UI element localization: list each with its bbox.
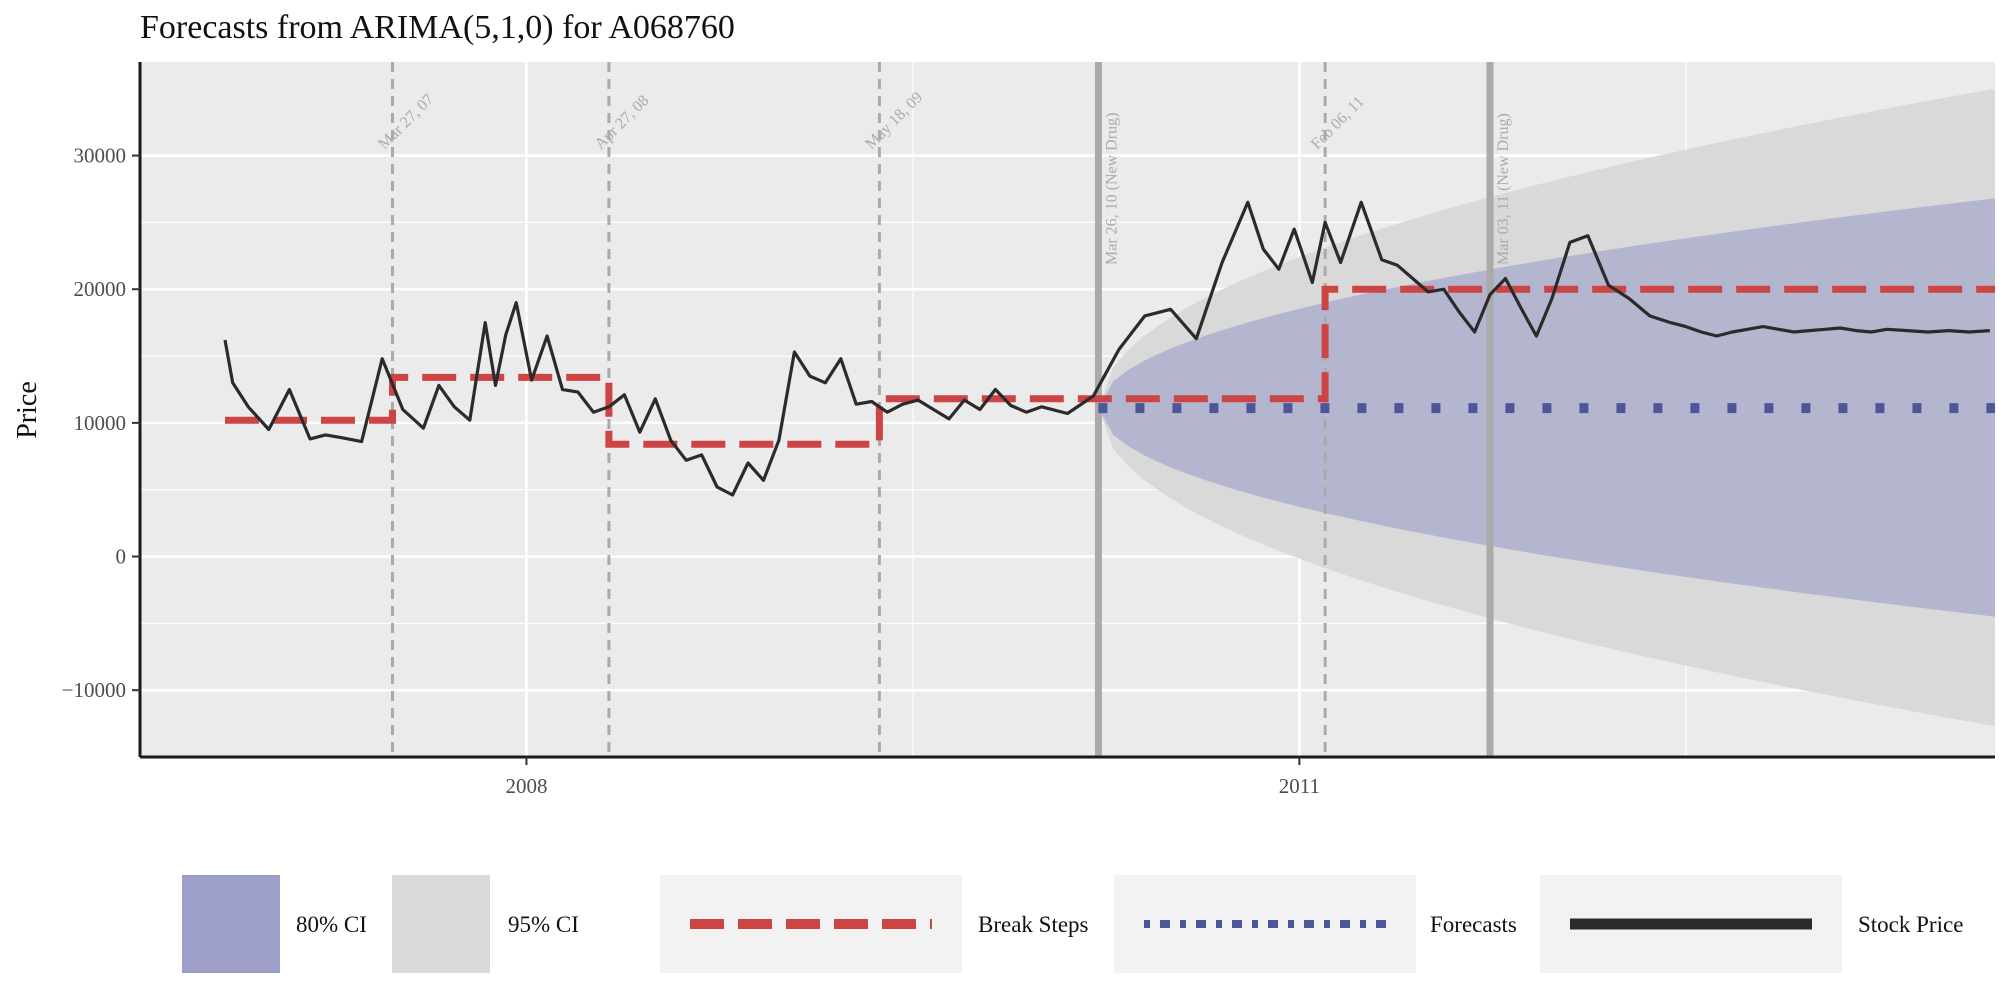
legend-label-forecast: Forecasts [1430,912,1517,937]
axes: −10000 0 10000 20000 30000 2008 2011 [62,62,1995,798]
stock-price-layer [223,200,1990,497]
y-tick-label: −10000 [62,678,126,702]
legend-label-price: Stock Price [1858,912,1963,937]
legend-label-ci80: 80% CI [296,912,367,937]
break-steps-layer [225,285,1995,448]
legend-label-break: Break Steps [978,912,1089,937]
legend-key-bg-forecast [1114,875,1416,973]
legend-key-ci80 [182,875,280,973]
break-steps-line [225,285,1995,448]
y-tick-label: 10000 [74,411,127,435]
stock-price-line [223,200,1990,497]
legend: 80% CI 95% CI Break Steps Forecasts Stock Pr… [182,875,1963,973]
y-axis-label: Price [12,381,43,439]
event-label: Mar 03, 11 (New Drug) [1495,113,1512,265]
chart-title: Forecasts from ARIMA(5,1,0) for A068760 [140,9,735,46]
legend-key-ci95 [392,875,490,973]
y-tick-label: 0 [116,545,127,569]
x-tick-label: 2011 [1279,774,1320,798]
y-tick-label: 30000 [74,144,127,168]
x-tick-label: 2008 [505,774,547,798]
legend-label-ci95: 95% CI [508,912,579,937]
y-tick-label: 20000 [74,277,127,301]
event-label: Mar 26, 10 (New Drug) [1103,113,1120,265]
